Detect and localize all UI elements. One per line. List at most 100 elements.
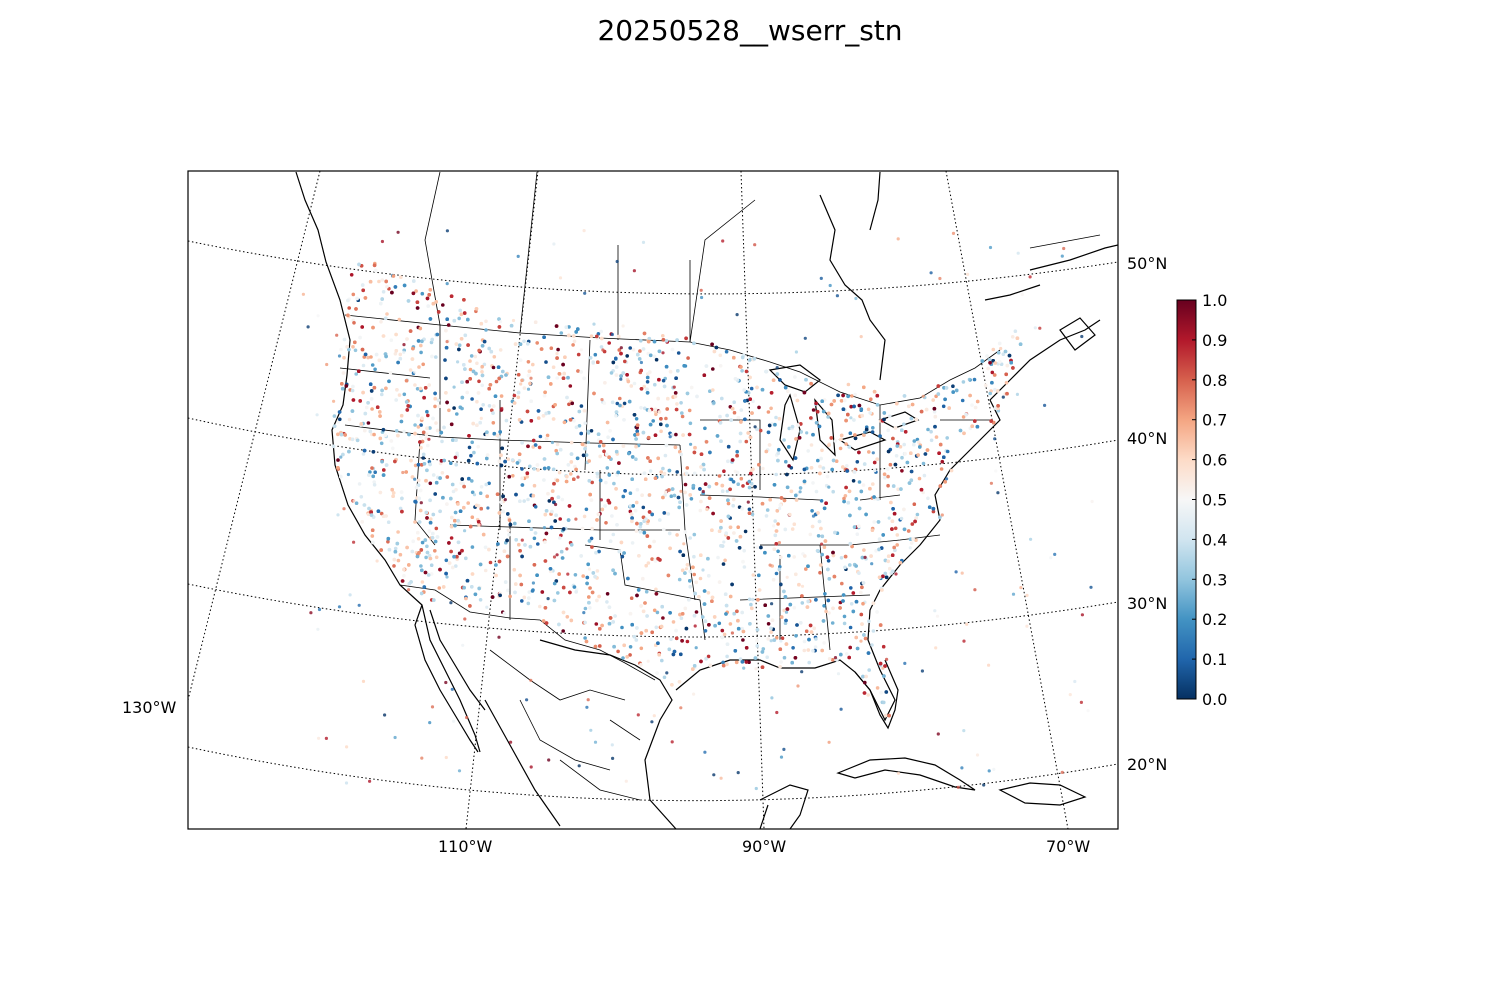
station-marker [720,628,725,633]
station-marker [872,468,877,473]
station-marker [827,611,831,615]
station-marker [347,347,351,352]
station-marker [351,398,356,402]
station-marker [453,455,458,460]
station-marker [972,377,977,382]
station-marker [806,449,810,453]
station-marker [419,463,424,467]
station-marker [353,348,358,353]
station-marker [891,436,895,441]
station-marker [639,522,643,526]
station-marker [870,430,875,434]
station-marker [673,394,678,399]
station-marker [370,534,375,538]
station-marker [875,686,880,690]
station-marker [480,383,485,388]
station-marker [604,521,608,525]
station-marker [475,399,479,404]
station-marker [653,433,658,438]
station-marker [852,418,856,422]
station-marker [657,410,662,414]
station-marker [765,508,770,512]
station-marker [693,591,697,596]
station-marker [724,531,728,535]
station-marker [475,361,479,366]
station-marker [543,512,548,517]
station-marker [871,629,876,633]
station-marker [653,559,658,563]
station-marker [918,445,922,449]
station-marker [408,368,413,372]
station-marker [735,453,739,458]
station-marker [620,625,624,630]
station-marker [489,349,494,354]
station-marker [926,496,930,501]
station-marker [357,603,361,607]
station-marker [550,509,554,514]
station-marker [945,449,950,454]
station-marker [650,512,654,517]
station-marker [642,530,647,535]
station-marker [547,758,551,762]
station-marker [661,495,665,500]
station-marker [876,497,880,502]
station-marker [445,400,449,405]
station-marker [749,386,754,391]
station-marker [491,411,495,415]
station-marker [853,433,857,437]
station-marker [419,445,423,450]
station-marker [428,556,433,561]
station-marker [398,506,403,511]
station-marker [574,425,579,430]
station-marker [753,485,757,489]
station-marker [567,402,571,407]
station-marker [996,389,1000,393]
station-marker [554,513,558,517]
station-marker [420,291,425,296]
station-marker [624,779,628,783]
station-marker [733,649,738,653]
station-marker [546,466,551,470]
station-marker [701,462,706,467]
station-marker [816,458,820,463]
colorbar-tick-label: 0.6 [1202,451,1227,470]
station-marker [990,370,995,375]
station-marker [434,526,439,531]
station-marker [483,568,488,573]
station-marker [477,348,482,353]
station-marker [487,404,492,408]
station-marker [712,349,717,354]
station-marker [767,423,772,428]
station-marker [439,459,444,463]
station-marker [883,571,888,576]
station-marker [420,416,424,421]
station-marker [420,540,425,545]
station-marker [398,552,403,557]
station-marker [451,565,455,570]
station-marker [1025,593,1029,598]
station-marker [656,641,660,645]
station-marker [951,231,956,235]
station-marker [582,229,586,233]
station-marker [652,608,657,613]
station-marker [735,313,739,317]
station-marker [875,403,880,407]
station-marker [483,545,488,550]
station-marker [506,512,510,516]
station-marker [794,493,798,498]
station-marker [396,558,401,563]
station-marker [581,453,586,458]
station-marker [819,276,823,280]
station-marker [706,654,711,659]
station-marker [535,463,540,467]
station-marker [536,468,540,472]
station-marker [550,489,555,493]
station-marker [468,524,473,529]
station-marker [879,690,883,695]
station-marker [579,370,583,374]
station-marker [643,477,648,482]
station-marker [561,585,566,590]
station-marker [497,325,502,329]
station-marker [724,612,728,616]
station-marker [453,510,458,515]
